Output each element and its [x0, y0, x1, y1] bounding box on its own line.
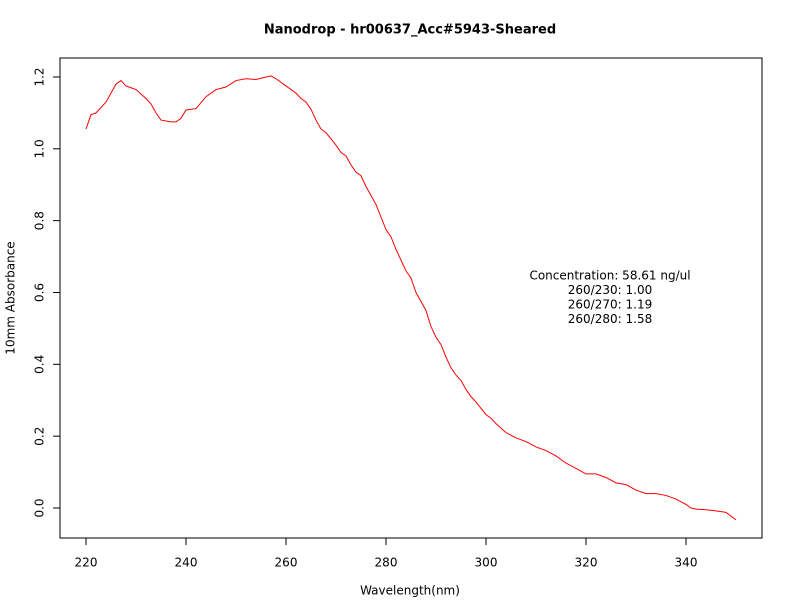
x-tick-label: 340	[675, 556, 698, 570]
y-axis-label: 10mm Absorbance	[4, 241, 18, 354]
x-tick-label: 280	[375, 556, 398, 570]
y-tick-label: 0.0	[33, 498, 47, 517]
x-tick-label: 260	[275, 556, 298, 570]
annotation: 260/230: 1.00	[568, 283, 652, 297]
annotation: 260/270: 1.19	[568, 298, 652, 312]
y-tick-label: 0.4	[33, 355, 47, 374]
absorbance-line	[85, 75, 737, 521]
chart-title: Nanodrop - hr00637_Acc#5943-Sheared	[264, 23, 556, 38]
x-tick-label: 220	[75, 556, 98, 570]
x-tick-label: 300	[475, 556, 498, 570]
y-tick-label: 0.8	[33, 211, 47, 230]
plot-frame	[59, 57, 763, 539]
x-tick-label: 320	[575, 556, 598, 570]
y-tick-label: 1.2	[33, 67, 47, 86]
y-tick-label: 0.2	[33, 427, 47, 446]
x-tick-label: 240	[175, 556, 198, 570]
y-tick-label: 0.6	[33, 283, 47, 302]
annotation: 260/280: 1.58	[568, 312, 652, 326]
y-tick-label: 1.0	[33, 139, 47, 158]
x-axis-label: Wavelength(nm)	[360, 584, 460, 598]
annotation: Concentration: 58.61 ng/ul	[529, 269, 690, 283]
